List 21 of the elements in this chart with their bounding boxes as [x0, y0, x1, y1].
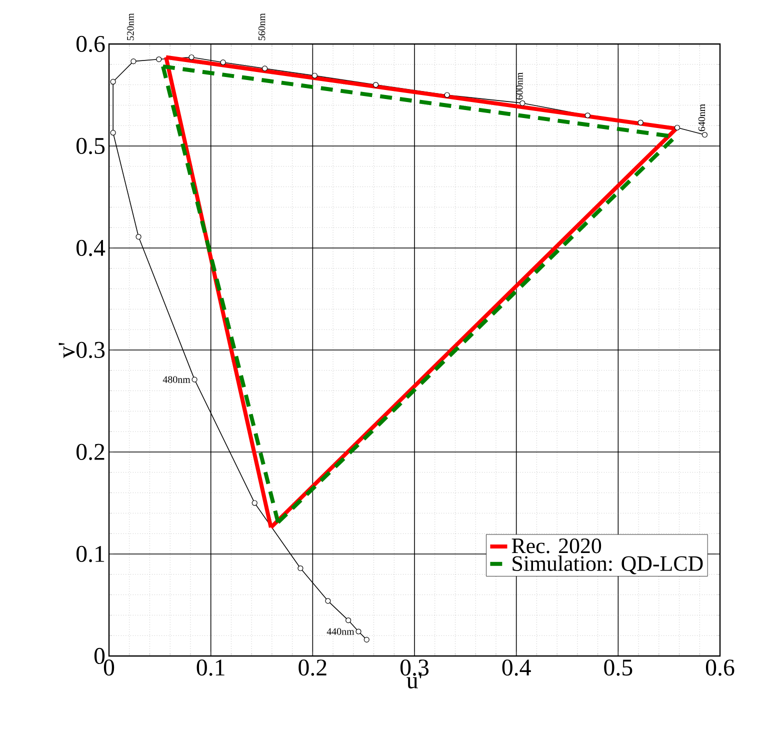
y-tick-label: 0.3 — [76, 342, 105, 358]
legend-label: Simulation: QD-LCD — [512, 556, 703, 574]
annotation: 640nm — [698, 104, 706, 132]
annotation: 480nm — [162, 376, 190, 383]
annotation: 600nm — [516, 72, 523, 100]
legend-label: Rec. 2020 — [512, 538, 602, 554]
y-tick-label: 0.2 — [76, 444, 104, 460]
y-tick-label: 0.4 — [76, 240, 106, 256]
annotation: 560nm — [258, 13, 266, 40]
y-tick-label: 0 — [94, 648, 105, 664]
annotation: 440nm — [326, 628, 354, 635]
y-tick-label: 0.6 — [76, 36, 105, 52]
x-tick-label: 0.5 — [604, 660, 632, 676]
y-tick-label: 0.1 — [76, 546, 104, 562]
x-tick-label: 0.6 — [706, 660, 734, 676]
x-tick-label: 0.2 — [298, 660, 326, 676]
annotation: 520nm — [127, 13, 134, 40]
x-tick-label: 0.4 — [502, 660, 531, 676]
y-tick-label: 0.5 — [76, 138, 105, 154]
y-axis-title: v' — [58, 342, 75, 358]
x-tick-label: 0.1 — [196, 660, 224, 676]
